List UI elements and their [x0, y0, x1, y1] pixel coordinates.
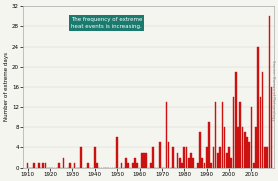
- Bar: [266, 148, 268, 168]
- Bar: [233, 97, 234, 168]
- Bar: [201, 158, 203, 168]
- Bar: [134, 158, 136, 168]
- Text: The frequency of extreme
heat events is increasing.: The frequency of extreme heat events is …: [71, 18, 142, 29]
- Bar: [219, 148, 221, 168]
- Bar: [246, 137, 248, 168]
- Bar: [230, 158, 232, 168]
- Bar: [213, 148, 214, 168]
- Bar: [188, 158, 190, 168]
- Bar: [132, 163, 134, 168]
- Bar: [145, 153, 147, 168]
- Bar: [226, 153, 228, 168]
- Bar: [222, 102, 223, 168]
- Bar: [63, 158, 64, 168]
- Bar: [125, 158, 127, 168]
- Bar: [136, 163, 138, 168]
- Bar: [116, 137, 118, 168]
- Bar: [172, 148, 174, 168]
- Bar: [159, 142, 160, 168]
- Bar: [210, 163, 212, 168]
- Bar: [43, 163, 44, 168]
- Bar: [269, 16, 270, 168]
- Bar: [257, 47, 259, 168]
- Bar: [217, 153, 219, 168]
- Bar: [165, 102, 167, 168]
- Bar: [87, 163, 89, 168]
- Bar: [168, 142, 170, 168]
- Bar: [141, 153, 143, 168]
- Bar: [181, 163, 183, 168]
- Bar: [199, 132, 201, 168]
- Bar: [250, 107, 252, 168]
- Bar: [80, 148, 82, 168]
- Bar: [45, 163, 46, 168]
- Bar: [262, 72, 264, 168]
- Bar: [121, 163, 122, 168]
- Bar: [208, 122, 210, 168]
- Text: Source: Bureau of Meteorology: Source: Bureau of Meteorology: [271, 60, 275, 121]
- Bar: [253, 163, 255, 168]
- Bar: [183, 148, 185, 168]
- Bar: [58, 163, 60, 168]
- Bar: [152, 148, 154, 168]
- Bar: [244, 132, 245, 168]
- Bar: [264, 148, 266, 168]
- Bar: [143, 153, 145, 168]
- Bar: [255, 127, 257, 168]
- Bar: [239, 102, 241, 168]
- Bar: [128, 163, 129, 168]
- Bar: [203, 163, 205, 168]
- Bar: [248, 142, 250, 168]
- Bar: [228, 148, 230, 168]
- Bar: [235, 72, 237, 168]
- Bar: [192, 158, 194, 168]
- Bar: [74, 163, 75, 168]
- Bar: [206, 148, 207, 168]
- Y-axis label: Number of extreme days: Number of extreme days: [4, 52, 9, 121]
- Bar: [27, 163, 28, 168]
- Bar: [177, 153, 178, 168]
- Bar: [33, 163, 35, 168]
- Bar: [237, 127, 239, 168]
- Bar: [215, 102, 217, 168]
- Bar: [224, 127, 225, 168]
- Bar: [38, 163, 40, 168]
- Bar: [69, 163, 71, 168]
- Bar: [186, 148, 187, 168]
- Bar: [94, 148, 96, 168]
- Bar: [190, 153, 192, 168]
- Bar: [271, 87, 272, 168]
- Bar: [242, 127, 243, 168]
- Bar: [179, 158, 181, 168]
- Bar: [197, 163, 198, 168]
- Bar: [260, 97, 261, 168]
- Bar: [150, 163, 152, 168]
- Bar: [96, 163, 98, 168]
